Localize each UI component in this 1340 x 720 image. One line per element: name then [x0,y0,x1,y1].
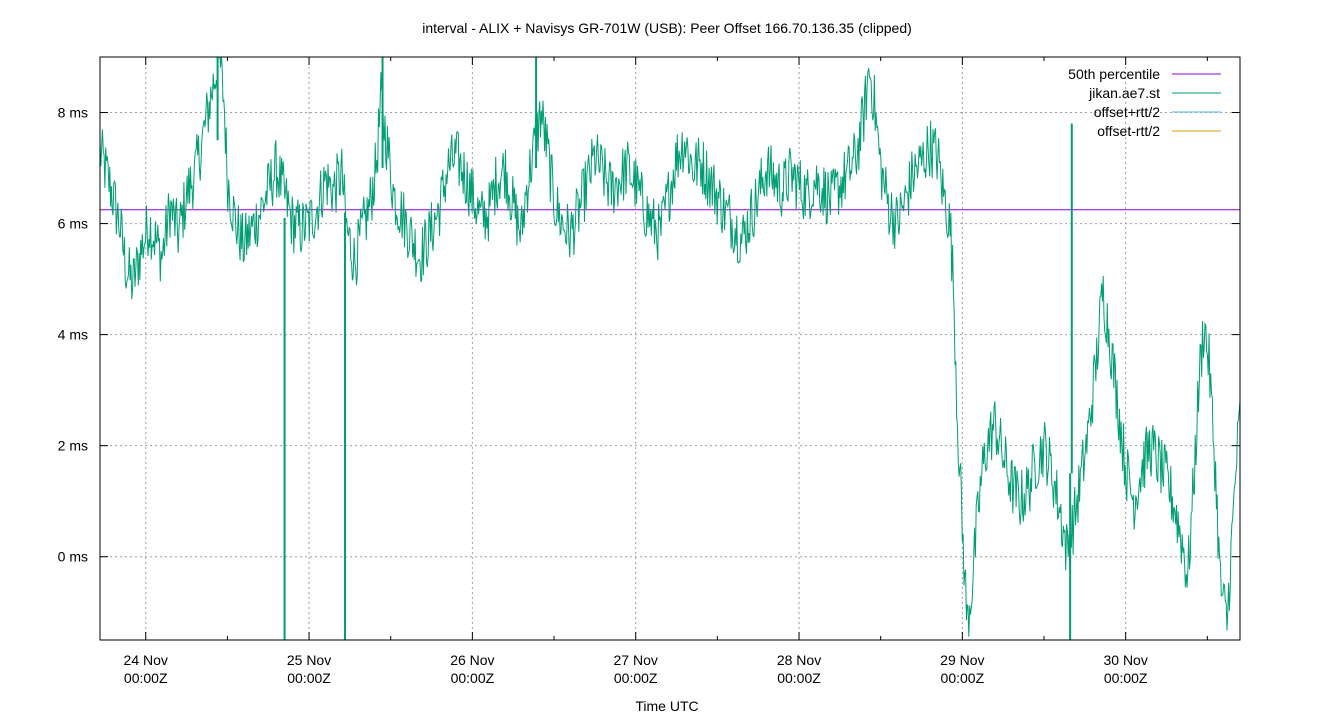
x-tick-label-time: 00:00Z [614,670,658,686]
x-tick-label: 24 Nov [124,652,168,668]
plot-area [100,57,1240,640]
x-tick-label-time: 00:00Z [1104,670,1148,686]
chart-title: interval - ALIX + Navisys GR-701W (USB):… [422,20,912,36]
x-tick-label-time: 00:00Z [941,670,985,686]
legend-label: offset-rtt/2 [1097,123,1160,139]
y-tick-label: 2 ms [58,438,88,454]
legend-label: jikan.ae7.st [1088,85,1160,101]
x-tick-label: 27 Nov [614,652,658,668]
legend-label: offset+rtt/2 [1094,104,1160,120]
x-tick-label-time: 00:00Z [124,670,168,686]
y-tick-label: 6 ms [58,216,88,232]
x-tick-label: 29 Nov [940,652,984,668]
x-tick-label-time: 00:00Z [777,670,821,686]
x-tick-label-time: 00:00Z [451,670,495,686]
grid-lines [100,57,1240,640]
y-tick-label: 0 ms [58,549,88,565]
x-axis-label: Time UTC [635,698,698,714]
x-axis: 24 Nov 00:00Z 25 Nov 00:00Z 26 Nov 00:00Z 27 N… [124,57,1208,686]
series-line [100,57,1240,637]
plot-border [99,56,1241,641]
x-tick-label-time: 00:00Z [287,670,331,686]
x-tick-label: 28 Nov [777,652,821,668]
legend-label: 50th percentile [1068,66,1160,82]
y-axis: 0 ms 2 ms 4 ms 6 ms 8 ms [58,105,1240,565]
x-tick-label: 25 Nov [287,652,331,668]
y-tick-label: 4 ms [58,327,88,343]
legend: 50th percentile jikan.ae7.st offset+rtt/2 o… [1068,66,1221,139]
y-tick-label: 8 ms [58,105,88,121]
x-tick-label: 26 Nov [450,652,494,668]
x-tick-label: 30 Nov [1103,652,1147,668]
series-group [100,57,1240,640]
